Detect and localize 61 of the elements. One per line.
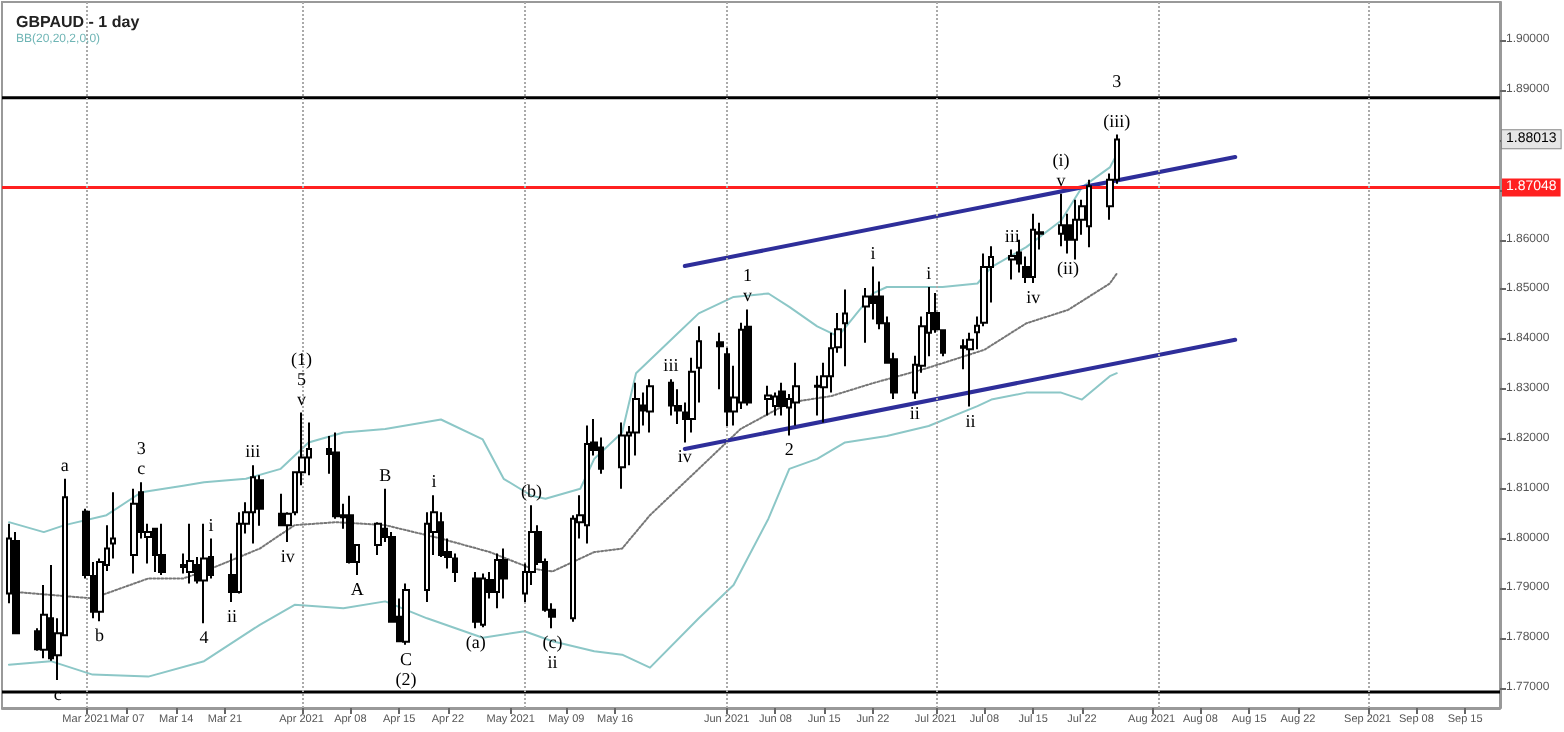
annotation: i [926, 262, 933, 283]
candlestick [1086, 178, 1092, 249]
annotation: i [208, 514, 215, 535]
candlestick [618, 421, 626, 490]
annotation: ii [226, 605, 238, 626]
candlestick [668, 378, 674, 417]
candlestick [306, 421, 312, 477]
candlestick [130, 487, 138, 575]
annotation: i [431, 471, 438, 492]
candlestick [402, 582, 410, 646]
annotation: iv [1026, 287, 1042, 308]
annotation: (i) v [1052, 149, 1070, 190]
candlestick [584, 424, 590, 545]
candlestick [792, 361, 800, 427]
annotation: a [60, 454, 69, 475]
annotation: ii [965, 410, 977, 431]
annotation: 4 [199, 627, 210, 648]
candlestick [1058, 192, 1064, 248]
candlestick [158, 522, 166, 576]
candlestick [480, 572, 486, 629]
candlestick [716, 331, 724, 391]
annotation: i [870, 242, 877, 263]
candlestick [186, 522, 194, 585]
annotation: 2 [784, 439, 794, 460]
candlestick [842, 288, 848, 368]
annotation: (ii) [1057, 257, 1080, 278]
annotation: (1) 5 v [291, 348, 313, 409]
candlestick [744, 308, 752, 407]
candlestick [152, 527, 158, 573]
annotation: 3 c [136, 438, 147, 479]
annotation: b [95, 625, 106, 646]
annotation: iv [280, 546, 296, 567]
annotation: (a) [465, 632, 486, 653]
annotation: 1 v [743, 265, 754, 306]
annotation: 3 (iii) [1103, 70, 1131, 131]
annotation: ii [909, 403, 921, 424]
candlestick [472, 570, 480, 630]
candlestick [12, 531, 20, 635]
candlestick [200, 522, 208, 625]
candlestick [1030, 212, 1036, 285]
annotation: (c) ii [542, 632, 563, 673]
candlestick [494, 552, 500, 610]
annotation: A [350, 578, 365, 599]
candlestick [250, 464, 256, 545]
annotation: (b) [521, 481, 543, 502]
candlestick [500, 547, 508, 600]
candlestick [724, 346, 730, 427]
line-series [7, 153, 1118, 534]
annotation: iii [1004, 225, 1021, 246]
text: GBPAUD - 1 day [16, 13, 141, 31]
annotation: C (2) [395, 648, 417, 689]
candlestick [764, 384, 772, 417]
candlestick [1072, 198, 1078, 261]
annotation: iv [677, 446, 693, 467]
annotation: iii [663, 355, 680, 376]
candlestick [646, 378, 654, 434]
candlestick [632, 381, 640, 457]
annotation: iii [245, 441, 262, 462]
candlestick [772, 391, 778, 417]
candlestick [1008, 248, 1016, 281]
annotation: B [379, 464, 392, 485]
